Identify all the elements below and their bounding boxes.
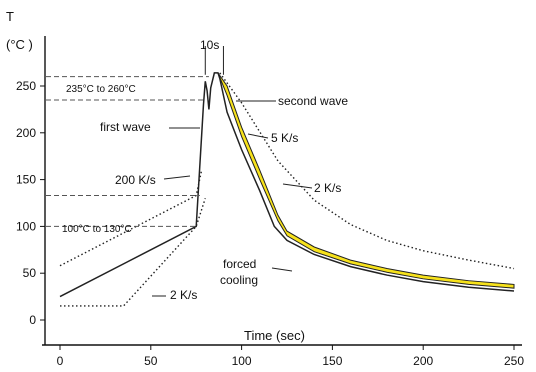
y-tick-label: 50 bbox=[23, 266, 37, 280]
y-tick-label: 100 bbox=[16, 219, 36, 233]
axes-layer bbox=[42, 36, 522, 346]
annotation-rate-2-cooling: 2 K/s bbox=[314, 181, 341, 195]
reference-lines-layer bbox=[46, 46, 224, 227]
leader-rate-5 bbox=[247, 133, 269, 139]
y-tick-label: 0 bbox=[29, 313, 36, 327]
annotation-forced: forced bbox=[223, 257, 256, 271]
annotation-second-wave: second wave bbox=[278, 94, 348, 108]
y-tick-label: 150 bbox=[16, 173, 36, 187]
cooling-band bbox=[217, 72, 515, 289]
leader-rate-200 bbox=[163, 175, 191, 180]
annotation-rate-5: 5 K/s bbox=[271, 131, 298, 145]
y-tick-label: 200 bbox=[16, 126, 36, 140]
x-tick-label: 0 bbox=[57, 354, 64, 368]
leader-rate-2-cooling bbox=[282, 183, 313, 189]
cooling-band-layer bbox=[217, 72, 515, 289]
annotation-cooling: cooling bbox=[220, 273, 258, 287]
annotation-10s: 10s bbox=[200, 38, 219, 52]
annotations: 10s 235°C to 260°C 100°C to 130°C first … bbox=[62, 38, 348, 302]
annotation-rate-2-heating: 2 K/s bbox=[170, 288, 197, 302]
annotation-range-high: 235°C to 260°C bbox=[66, 84, 136, 95]
y-axis-title: T bbox=[6, 9, 14, 24]
annotation-range-low: 100°C to 130°C bbox=[62, 224, 132, 235]
y-tick-label: 250 bbox=[16, 79, 36, 93]
series-layer bbox=[59, 72, 515, 307]
x-tick-label: 250 bbox=[504, 354, 524, 368]
x-axis-title: Time (sec) bbox=[244, 328, 305, 343]
annotation-first-wave: first wave bbox=[100, 120, 151, 134]
annotation-leaders bbox=[152, 100, 313, 297]
x-tick-label: 200 bbox=[413, 354, 433, 368]
dotted-series-line bbox=[59, 170, 203, 267]
leader-forced-cooling bbox=[271, 267, 293, 272]
dotted-series-line bbox=[60, 198, 206, 307]
dotted-series-line bbox=[219, 72, 515, 270]
y-axis-unit: (°C ) bbox=[6, 37, 33, 52]
x-tick-label: 50 bbox=[144, 354, 158, 368]
x-tick-label: 150 bbox=[322, 354, 342, 368]
profile-line bbox=[59, 72, 515, 298]
ticks-layer: 0 50 100 150 200 250 0 50 100 150 200 250 bbox=[16, 79, 524, 368]
x-tick-label: 100 bbox=[232, 354, 252, 368]
annotation-rate-200: 200 K/s bbox=[115, 173, 156, 187]
